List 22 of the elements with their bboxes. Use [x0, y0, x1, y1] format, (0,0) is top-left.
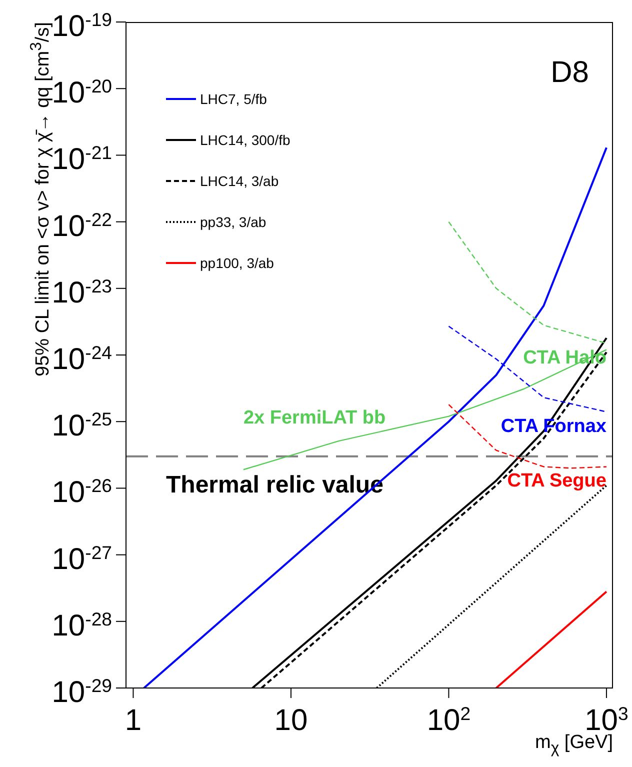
series-label: 2x FermiLAT bb: [243, 408, 386, 429]
y-tick-label: 10$^{-21}$: [52, 142, 112, 176]
legend-label: LHC14, 300/fb: [200, 132, 290, 148]
y-tick-label: 10$^{-20}$: [52, 75, 112, 110]
y-tick-label: 10$^{-28}$: [52, 608, 112, 642]
legend-label: LHC14, 3/ab: [200, 172, 279, 188]
x-tick-label: 1: [124, 704, 142, 737]
x-tick-label: 10$^{2}$: [426, 702, 471, 737]
y-tick-label: 10$^{-19}$: [52, 8, 112, 43]
legend-label: LHC7, 5/fb: [200, 90, 267, 106]
y-tick-label: 10$^{-27}$: [52, 541, 112, 576]
x-tick-label: 10: [274, 704, 308, 737]
y-tick-label: 10$^{-29}$: [52, 674, 112, 709]
y-tick-label: 10$^{-25}$: [52, 408, 112, 443]
legend-label: pp33, 3/ab: [200, 214, 266, 230]
series-label: CTA Segue: [507, 470, 606, 492]
y-tick-label: 10$^{-24}$: [52, 342, 112, 376]
y-tick-label: 10$^{-23}$: [52, 274, 112, 310]
legend-label: pp100, 3/ab: [200, 254, 274, 270]
y-tick-label: 10$^{-22}$: [52, 208, 112, 243]
y-tick-label: 10$^{-26}$: [52, 474, 112, 510]
annotation: D8: [550, 56, 589, 90]
